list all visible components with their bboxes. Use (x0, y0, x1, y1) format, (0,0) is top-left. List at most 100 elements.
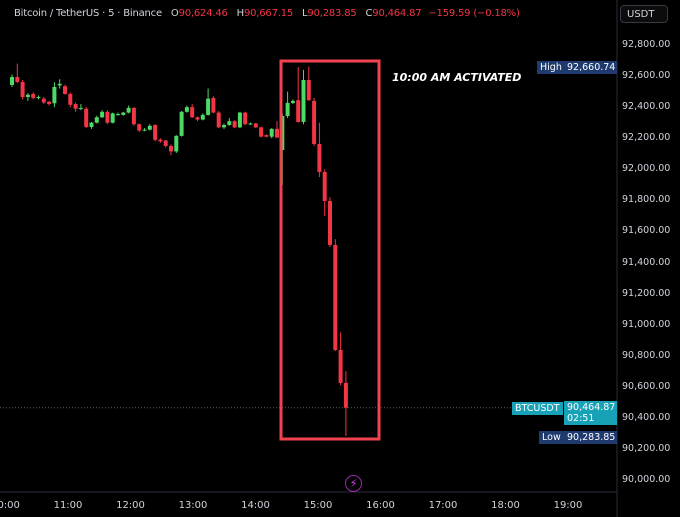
candle-body (253, 123, 258, 128)
candle (328, 197, 332, 247)
price-tick-label: 92,600.00 (622, 70, 671, 82)
candle-body (259, 127, 264, 137)
candle (253, 122, 258, 129)
high-tag-value: 92,660.74 (564, 61, 617, 74)
candle-body (184, 107, 189, 112)
candle (259, 126, 264, 138)
candle-body (94, 117, 99, 123)
candle-body (322, 171, 327, 201)
annotation-text[interactable]: 10:00 AM ACTIVATED (392, 71, 522, 84)
candle-body (10, 77, 14, 85)
highlight-box[interactable] (279, 59, 381, 441)
candle (222, 123, 226, 129)
candle-body (179, 111, 184, 136)
candle (169, 144, 173, 156)
candle (306, 66, 311, 101)
low-value: 90,283.85 (307, 8, 357, 19)
price-tick-label: 90,200.00 (622, 442, 671, 454)
candle (25, 93, 30, 101)
candle (131, 107, 136, 126)
candle-body (68, 93, 73, 105)
candle (264, 134, 269, 138)
candle-body (264, 135, 269, 137)
symbol-tag: BTCUSDT (512, 402, 563, 415)
currency-button[interactable]: USDT (620, 5, 668, 23)
candle-body (296, 100, 301, 122)
candle (301, 69, 306, 125)
price-tick-label: 92,000.00 (622, 163, 671, 175)
time-tick-label: 13:00 (178, 500, 208, 511)
candle-body (142, 129, 147, 131)
candle (269, 128, 274, 139)
price-tick-label: 92,200.00 (622, 132, 671, 144)
candle (285, 91, 290, 119)
candle (158, 138, 163, 143)
candle-body (169, 145, 173, 152)
candle-body (343, 382, 348, 408)
candle-body (317, 143, 322, 172)
price-tick-label: 91,400.00 (622, 256, 671, 268)
candle (174, 135, 179, 153)
candle (317, 122, 322, 178)
candle-body (147, 125, 152, 130)
candle-body (248, 123, 253, 125)
candle-body (328, 200, 332, 245)
candle (116, 112, 120, 116)
candle-body (47, 101, 52, 105)
candle-body (63, 86, 67, 94)
low-key: L (302, 8, 308, 19)
candle-body (110, 113, 115, 123)
candle (153, 124, 158, 142)
high-tag-label: High (537, 61, 565, 74)
high-value: 90,667.15 (243, 8, 294, 19)
candle-body (158, 139, 163, 142)
candle (195, 116, 200, 122)
candle-body (243, 112, 248, 125)
candle (15, 63, 20, 84)
candle (190, 104, 195, 119)
candle-body (338, 349, 343, 383)
candle-body (285, 102, 290, 116)
price-tick-label: 90,400.00 (622, 411, 671, 423)
price-tick-label: 91,200.00 (622, 287, 671, 299)
candle-body (31, 93, 36, 98)
candle-body (269, 128, 274, 137)
candle-body (232, 121, 237, 128)
time-tick-label: 12:00 (116, 500, 145, 511)
candle (57, 79, 62, 89)
candle (121, 111, 126, 116)
candle (52, 82, 57, 108)
candle-body (105, 111, 110, 123)
candle (290, 99, 295, 105)
candle (275, 121, 279, 139)
candle (338, 332, 343, 386)
candle (163, 139, 168, 148)
candle-body (301, 79, 306, 122)
candle-body (131, 107, 136, 125)
open-key: O (170, 8, 179, 19)
price-tick-label: 90,600.00 (622, 380, 671, 392)
candle-body (290, 100, 295, 103)
price-tick-label: 92,400.00 (622, 101, 671, 113)
symbol-title[interactable]: Bitcoin / TetherUS · 5 · Binance (14, 8, 162, 19)
candle-body (89, 122, 94, 128)
candle (20, 79, 25, 100)
time-tick-label: 16:00 (366, 500, 395, 511)
candle-body (312, 100, 317, 144)
lightning-icon[interactable]: ⚡ (345, 475, 362, 492)
candle (227, 118, 232, 126)
candle-body (52, 86, 57, 104)
candle (126, 105, 131, 114)
high-key: H (236, 8, 245, 19)
candle (211, 96, 216, 114)
candle (36, 95, 41, 100)
candle (89, 121, 94, 129)
candle (142, 128, 147, 132)
candle (63, 84, 67, 95)
candle-body (100, 111, 105, 118)
time-tick-label: 14:00 (241, 500, 270, 511)
candle (333, 239, 338, 352)
candle (137, 123, 142, 133)
low-tag-label: Low (539, 431, 564, 444)
